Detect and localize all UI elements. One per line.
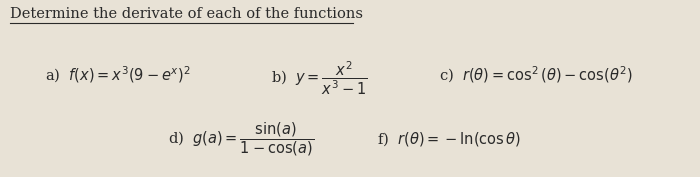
Text: d)  $g(a)=\dfrac{\sin(a)}{1-\cos(a)}$: d) $g(a)=\dfrac{\sin(a)}{1-\cos(a)}$ xyxy=(168,120,314,158)
Text: Determine the derivate of each of the functions: Determine the derivate of each of the fu… xyxy=(10,7,363,21)
Text: a)  $f(x)=x^{3}(9-e^{x})^{2}$: a) $f(x)=x^{3}(9-e^{x})^{2}$ xyxy=(45,64,190,85)
Text: c)  $r(\theta)=\cos^{2}(\theta)-\cos(\theta^{2})$: c) $r(\theta)=\cos^{2}(\theta)-\cos(\the… xyxy=(439,64,633,85)
Text: f)  $r(\theta)=-\ln(\cos\theta)$: f) $r(\theta)=-\ln(\cos\theta)$ xyxy=(377,130,522,148)
Text: b)  $y=\dfrac{x^{2}}{x^{3}-1}$: b) $y=\dfrac{x^{2}}{x^{3}-1}$ xyxy=(271,59,368,97)
